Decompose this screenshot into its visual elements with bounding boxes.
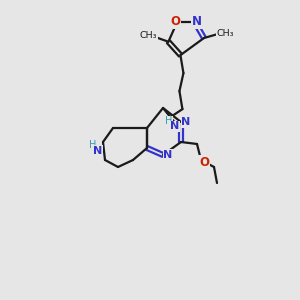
Text: H: H — [165, 116, 172, 126]
Text: N: N — [164, 150, 172, 160]
Text: O: O — [199, 155, 209, 169]
Text: N: N — [93, 146, 103, 156]
Text: CH₃: CH₃ — [216, 28, 234, 38]
Text: CH₃: CH₃ — [140, 31, 157, 40]
Text: O: O — [170, 15, 180, 28]
Text: N: N — [182, 117, 190, 127]
Text: N: N — [192, 15, 202, 28]
Text: H: H — [89, 140, 97, 150]
Text: N: N — [170, 121, 179, 131]
